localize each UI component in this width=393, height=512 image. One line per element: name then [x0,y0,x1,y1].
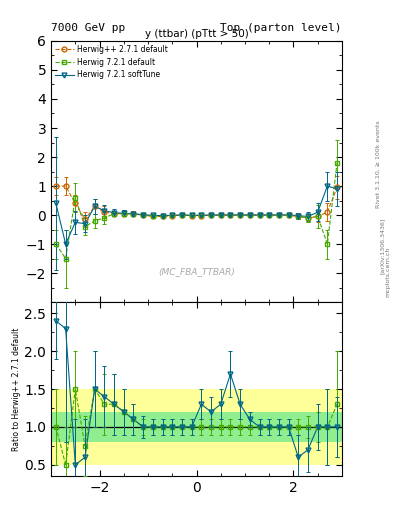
Bar [80,412,90,442]
Bar [109,412,119,442]
Bar [332,412,342,442]
Bar [216,412,226,442]
Bar [264,389,274,465]
Bar [51,389,61,465]
Bar [284,389,294,465]
Y-axis label: Ratio to Herwig++ 2.7.1 default: Ratio to Herwig++ 2.7.1 default [11,328,20,451]
Text: 7000 GeV pp: 7000 GeV pp [51,23,125,33]
Bar [303,412,313,442]
Bar [119,412,129,442]
Bar [61,389,70,465]
Bar [323,412,332,442]
Bar [226,389,235,465]
Bar [187,389,196,465]
Bar [177,389,187,465]
Bar [255,389,264,465]
Text: mcplots.cern.ch: mcplots.cern.ch [385,246,390,296]
Bar [70,389,80,465]
Bar [61,412,70,442]
Bar [245,412,255,442]
Bar [323,389,332,465]
Bar [235,412,245,442]
Bar [274,412,284,442]
Bar [206,412,216,442]
Bar [119,389,129,465]
Bar [138,412,148,442]
Bar [313,412,323,442]
Bar [51,412,61,442]
Bar [332,389,342,465]
Bar [148,389,158,465]
Bar [313,389,323,465]
Bar [196,389,206,465]
Bar [99,412,109,442]
Bar [129,389,138,465]
Bar [129,412,138,442]
Bar [109,389,119,465]
Bar [245,389,255,465]
Bar [255,412,264,442]
Title: y (ttbar) (pTtt > 50): y (ttbar) (pTtt > 50) [145,29,248,39]
Bar [158,389,167,465]
Bar [303,389,313,465]
Legend: Herwig++ 2.7.1 default, Herwig 7.2.1 default, Herwig 7.2.1 softTune: Herwig++ 2.7.1 default, Herwig 7.2.1 def… [53,43,169,81]
Bar [167,389,177,465]
Bar [70,412,80,442]
Text: Top (parton level): Top (parton level) [220,23,342,33]
Bar [294,389,303,465]
Bar [167,412,177,442]
Bar [138,389,148,465]
Bar [274,389,284,465]
Bar [158,412,167,442]
Bar [284,412,294,442]
Bar [148,412,158,442]
Bar [235,389,245,465]
Bar [177,412,187,442]
Text: (MC_FBA_TTBAR): (MC_FBA_TTBAR) [158,267,235,276]
Bar [187,412,196,442]
Bar [196,412,206,442]
Bar [294,412,303,442]
Text: [arXiv:1306.3436]: [arXiv:1306.3436] [380,218,385,274]
Bar [90,412,99,442]
Text: Rivet 3.1.10, ≥ 100k events: Rivet 3.1.10, ≥ 100k events [376,120,380,208]
Bar [90,389,99,465]
Bar [264,412,274,442]
Bar [99,389,109,465]
Bar [206,389,216,465]
Bar [226,412,235,442]
Bar [216,389,226,465]
Bar [80,389,90,465]
